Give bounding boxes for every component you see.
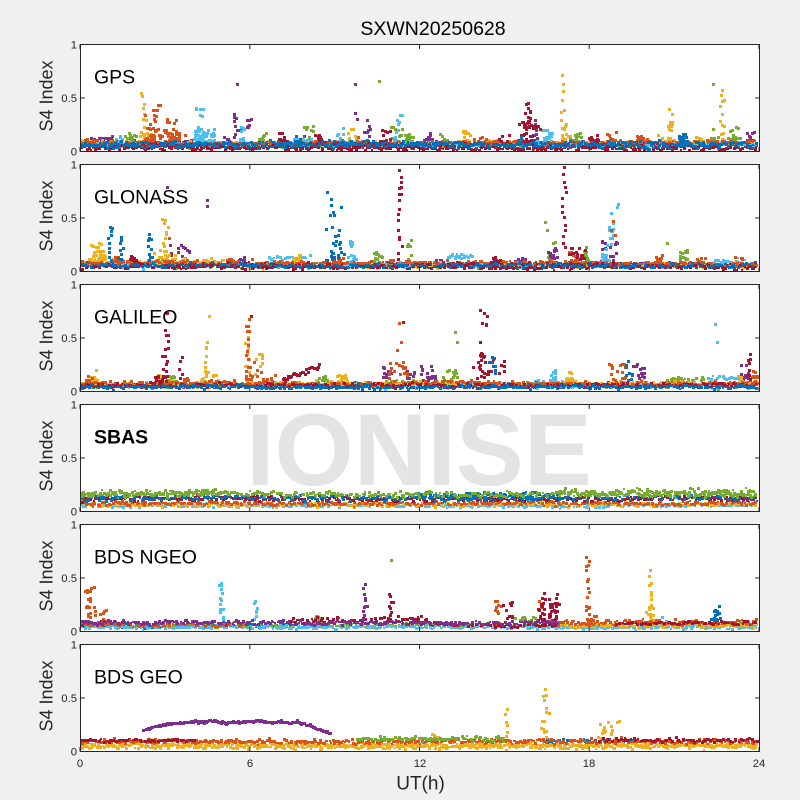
svg-text:BDS GEO: BDS GEO: [94, 667, 183, 689]
svg-text:1: 1: [71, 400, 77, 412]
svg-text:S4 Index: S4 Index: [37, 420, 57, 491]
svg-text:SXWN20250628: SXWN20250628: [360, 18, 505, 40]
svg-text:0: 0: [71, 627, 77, 639]
svg-text:1: 1: [71, 40, 77, 52]
svg-text:BDS NGEO: BDS NGEO: [94, 547, 197, 569]
svg-text:SBAS: SBAS: [94, 427, 148, 449]
svg-text:12: 12: [414, 758, 427, 770]
svg-text:IONISE: IONISE: [246, 393, 592, 507]
svg-text:6: 6: [247, 758, 253, 770]
svg-text:0.5: 0.5: [61, 333, 77, 345]
svg-text:1: 1: [71, 160, 77, 172]
svg-text:0: 0: [71, 267, 77, 279]
svg-text:0.5: 0.5: [61, 213, 77, 225]
svg-text:0.5: 0.5: [61, 573, 77, 585]
svg-text:0.5: 0.5: [61, 693, 77, 705]
svg-text:S4 Index: S4 Index: [37, 300, 57, 371]
svg-text:0.5: 0.5: [61, 93, 77, 105]
svg-text:S4 Index: S4 Index: [37, 540, 57, 611]
svg-text:0: 0: [71, 507, 77, 519]
svg-text:S4 Index: S4 Index: [37, 660, 57, 731]
svg-text:18: 18: [583, 758, 596, 770]
svg-text:0: 0: [71, 387, 77, 399]
svg-text:24: 24: [753, 758, 766, 770]
svg-text:1: 1: [71, 280, 77, 292]
svg-text:GPS: GPS: [94, 67, 135, 89]
svg-text:0.5: 0.5: [61, 453, 77, 465]
svg-text:GLONASS: GLONASS: [94, 187, 188, 209]
svg-text:0: 0: [71, 747, 77, 759]
svg-text:0: 0: [71, 147, 77, 159]
svg-text:S4 Index: S4 Index: [37, 60, 57, 131]
svg-text:UT(h): UT(h): [396, 774, 445, 795]
svg-text:0: 0: [77, 758, 83, 770]
svg-text:GALILEO: GALILEO: [94, 307, 177, 329]
svg-text:1: 1: [71, 520, 77, 532]
svg-text:1: 1: [71, 640, 77, 652]
svg-text:S4 Index: S4 Index: [37, 180, 57, 251]
